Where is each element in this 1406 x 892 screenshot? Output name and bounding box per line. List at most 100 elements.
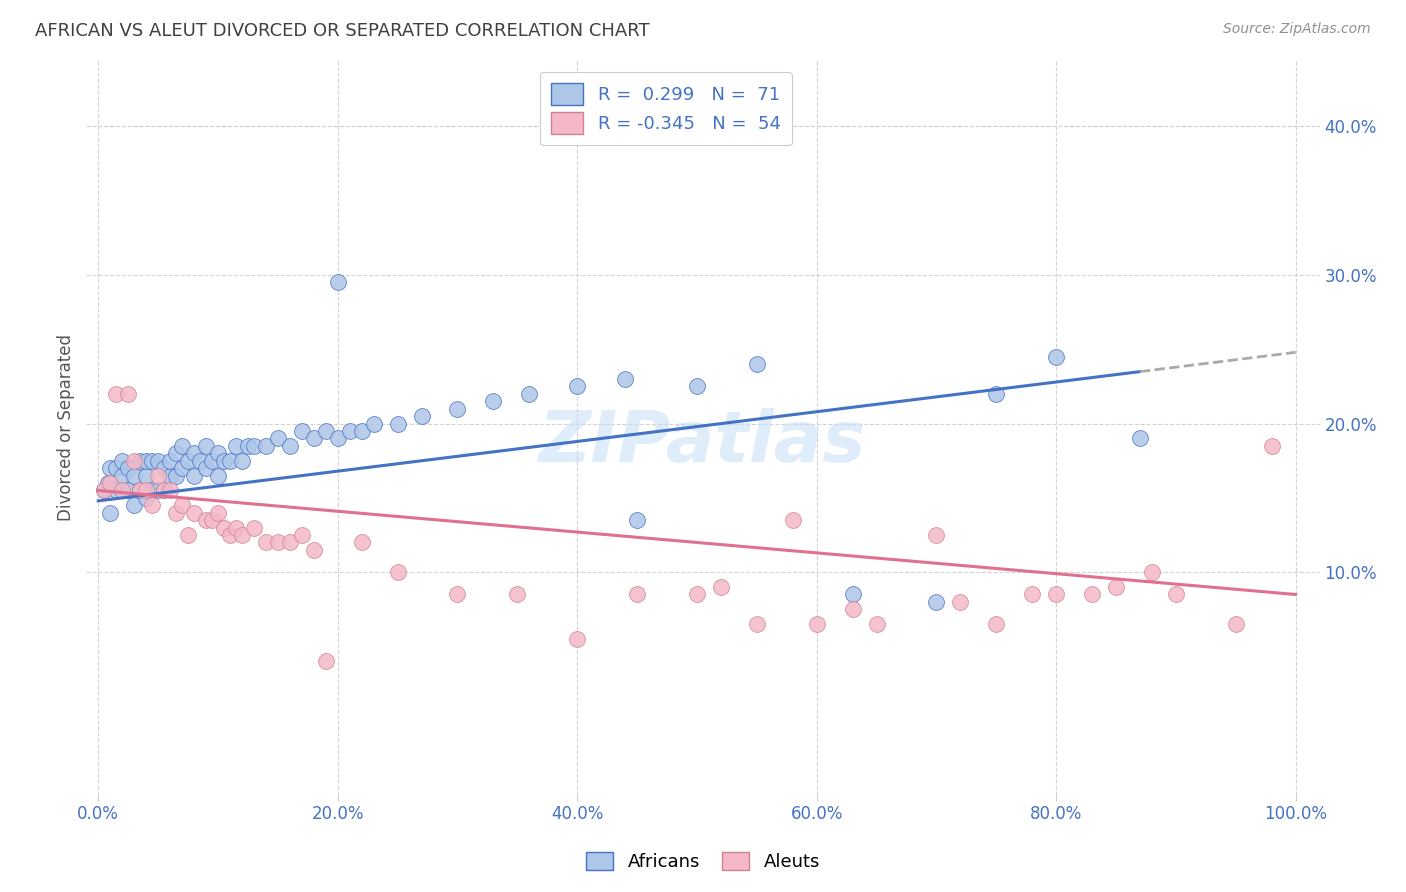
Point <box>98 506 121 520</box>
Point <box>111 468 134 483</box>
Point <box>1045 350 1067 364</box>
Point <box>183 446 205 460</box>
Text: ZIPatlas: ZIPatlas <box>540 408 866 476</box>
Point <box>686 587 709 601</box>
Point <box>177 528 200 542</box>
Point <box>339 424 361 438</box>
Point <box>243 521 266 535</box>
Point <box>195 513 218 527</box>
Point <box>93 483 115 498</box>
Point <box>236 439 259 453</box>
Point <box>387 417 409 431</box>
Point <box>219 528 242 542</box>
Point <box>129 483 152 498</box>
Point <box>1081 587 1104 601</box>
Point <box>225 439 247 453</box>
Point <box>207 506 229 520</box>
Point <box>159 483 181 498</box>
Point <box>97 476 120 491</box>
Point <box>195 439 218 453</box>
Point <box>1225 617 1247 632</box>
Point <box>567 379 589 393</box>
Point <box>278 535 301 549</box>
Point <box>105 461 128 475</box>
Point <box>117 387 139 401</box>
Point <box>207 446 229 460</box>
Point <box>201 454 224 468</box>
Point <box>1164 587 1187 601</box>
Point <box>745 617 768 632</box>
Point <box>135 483 157 498</box>
Point <box>135 468 157 483</box>
Point <box>1140 565 1163 579</box>
Point <box>567 632 589 646</box>
Point <box>117 461 139 475</box>
Point <box>949 595 972 609</box>
Point <box>986 617 1008 632</box>
Point <box>141 454 163 468</box>
Point <box>146 468 169 483</box>
Point <box>363 417 385 431</box>
Point <box>201 513 224 527</box>
Point <box>231 528 253 542</box>
Point <box>326 432 349 446</box>
Point <box>195 461 218 475</box>
Point <box>326 276 349 290</box>
Point <box>806 617 828 632</box>
Point <box>745 357 768 371</box>
Point <box>350 424 373 438</box>
Point <box>626 513 648 527</box>
Point <box>350 535 373 549</box>
Point <box>172 439 194 453</box>
Point <box>1260 439 1282 453</box>
Point <box>129 454 152 468</box>
Point <box>1021 587 1043 601</box>
Point <box>517 387 540 401</box>
Point <box>98 461 121 475</box>
Point <box>165 446 187 460</box>
Point <box>302 432 325 446</box>
Point <box>153 483 176 498</box>
Point <box>782 513 804 527</box>
Point <box>278 439 301 453</box>
Point <box>98 476 121 491</box>
Text: AFRICAN VS ALEUT DIVORCED OR SEPARATED CORRELATION CHART: AFRICAN VS ALEUT DIVORCED OR SEPARATED C… <box>35 22 650 40</box>
Point <box>159 468 181 483</box>
Point <box>219 454 242 468</box>
Point <box>225 521 247 535</box>
Point <box>93 483 115 498</box>
Point <box>177 454 200 468</box>
Point <box>446 401 468 416</box>
Point <box>925 528 948 542</box>
Point <box>302 542 325 557</box>
Point <box>135 491 157 505</box>
Point <box>111 454 134 468</box>
Point <box>291 424 314 438</box>
Point <box>111 483 134 498</box>
Point <box>925 595 948 609</box>
Point <box>122 499 145 513</box>
Point <box>231 454 253 468</box>
Point <box>841 602 863 616</box>
Point <box>122 454 145 468</box>
Point <box>146 454 169 468</box>
Legend: R =  0.299   N =  71, R = -0.345   N =  54: R = 0.299 N = 71, R = -0.345 N = 54 <box>540 72 792 145</box>
Point <box>841 587 863 601</box>
Point <box>1105 580 1128 594</box>
Point <box>212 454 235 468</box>
Point <box>183 506 205 520</box>
Point <box>291 528 314 542</box>
Point <box>865 617 887 632</box>
Point <box>129 483 152 498</box>
Point <box>141 499 163 513</box>
Point <box>626 587 648 601</box>
Point <box>135 454 157 468</box>
Point <box>686 379 709 393</box>
Point <box>986 387 1008 401</box>
Point <box>267 535 290 549</box>
Point <box>141 483 163 498</box>
Point <box>111 483 134 498</box>
Point <box>482 394 505 409</box>
Y-axis label: Divorced or Separated: Divorced or Separated <box>58 334 75 521</box>
Point <box>411 409 433 424</box>
